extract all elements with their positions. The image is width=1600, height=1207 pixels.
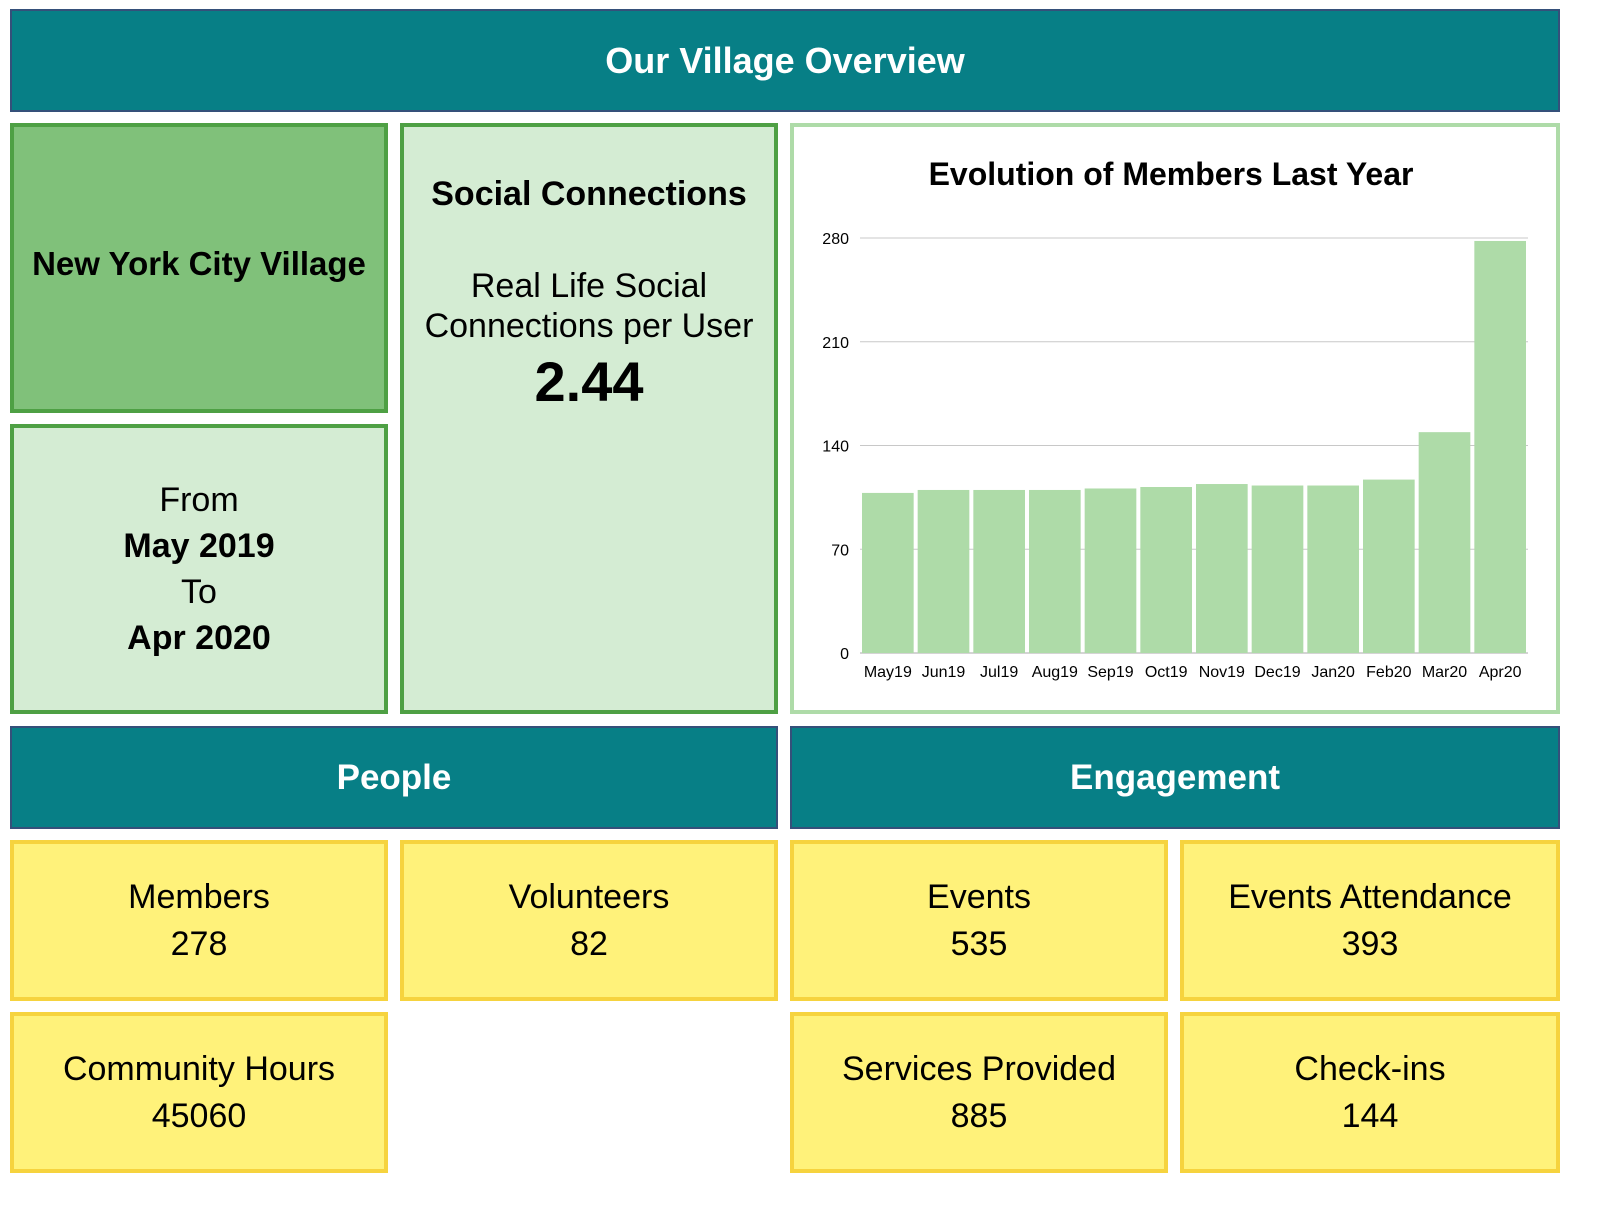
services-provided-stat-card: Services Provided 885 [790, 1012, 1168, 1173]
social-connections-card: Social Connections Real Life Social Conn… [400, 123, 778, 714]
y-tick-label: 140 [822, 439, 849, 456]
members-label: Members [128, 877, 270, 916]
x-tick-label: Dec19 [1254, 664, 1300, 681]
community-hours-stat-card: Community Hours 45060 [10, 1012, 388, 1173]
period-from-value: May 2019 [123, 527, 275, 565]
bar [1084, 488, 1137, 653]
members-value: 278 [170, 924, 228, 963]
bar [862, 492, 914, 653]
members-stat-card: Members 278 [10, 840, 388, 1001]
y-tick-label: 210 [822, 335, 849, 352]
x-tick-label: Feb20 [1366, 664, 1411, 681]
x-tick-label: Jul19 [980, 664, 1018, 681]
check-ins-stat-card: Check-ins 144 [1180, 1012, 1560, 1173]
chart-title: Evolution of Members Last Year [929, 156, 1414, 192]
x-tick-label: Sep19 [1087, 664, 1133, 681]
x-tick-label: Apr20 [1479, 664, 1522, 681]
services-provided-label: Services Provided [841, 1049, 1116, 1088]
engagement-section-title: Engagement [1069, 757, 1281, 797]
check-ins-value: 144 [1341, 1096, 1399, 1135]
members-chart: Evolution of Members Last Year 0 70 140 210… [822, 156, 1528, 681]
people-section-header: People [10, 726, 778, 829]
people-section-title: People [336, 757, 452, 797]
village-name: New York City Village [32, 245, 366, 282]
y-tick-label: 0 [840, 646, 849, 663]
social-title: Social Connections [431, 175, 747, 213]
period-card: From May 2019 To Apr 2020 [10, 424, 388, 714]
volunteers-label: Volunteers [508, 877, 670, 916]
events-attendance-stat-card: Events Attendance 393 [1180, 840, 1560, 1001]
bar [1251, 485, 1304, 653]
events-value: 535 [950, 924, 1008, 963]
bar [1140, 487, 1192, 653]
period-to-value: Apr 2020 [127, 619, 271, 657]
members-chart-card: Evolution of Members Last Year 0 70 140 210… [790, 123, 1560, 714]
events-attendance-label: Events Attendance [1228, 877, 1512, 916]
page-header: Our Village Overview [10, 9, 1560, 112]
bar [1029, 489, 1081, 653]
x-tick-label: Nov19 [1199, 664, 1245, 681]
bar [1418, 432, 1471, 653]
events-stat-card: Events 535 [790, 840, 1168, 1001]
bar [1307, 485, 1359, 653]
community-hours-label: Community Hours [62, 1049, 336, 1088]
bar [973, 489, 1025, 653]
page-title: Our Village Overview [605, 39, 965, 81]
bar [1474, 240, 1526, 653]
period-to-label: To [181, 573, 217, 611]
x-tick-label: Jun19 [922, 664, 966, 681]
bar [1196, 484, 1248, 653]
check-ins-label: Check-ins [1294, 1049, 1446, 1088]
volunteers-stat-card: Volunteers 82 [400, 840, 778, 1001]
services-provided-value: 885 [950, 1096, 1008, 1135]
x-tick-label: Oct19 [1145, 664, 1188, 681]
events-label: Events [927, 877, 1031, 916]
x-tick-label: Jan20 [1311, 664, 1355, 681]
y-tick-label: 280 [822, 231, 849, 248]
community-hours-value: 45060 [151, 1096, 247, 1135]
social-subtitle-line2: Connections per User [424, 307, 754, 345]
events-attendance-value: 393 [1341, 924, 1399, 963]
x-tick-label: Mar20 [1422, 664, 1467, 681]
village-name-card: New York City Village [10, 123, 388, 413]
bar [1363, 479, 1415, 653]
x-tick-label: May19 [864, 664, 912, 681]
bar [917, 489, 970, 653]
social-value: 2.44 [534, 350, 644, 413]
x-tick-label: Aug19 [1032, 664, 1078, 681]
social-subtitle-line1: Real Life Social [470, 267, 708, 305]
period-from-label: From [159, 481, 239, 519]
volunteers-value: 82 [570, 924, 608, 963]
y-tick-label: 70 [831, 542, 849, 559]
engagement-section-header: Engagement [790, 726, 1560, 829]
